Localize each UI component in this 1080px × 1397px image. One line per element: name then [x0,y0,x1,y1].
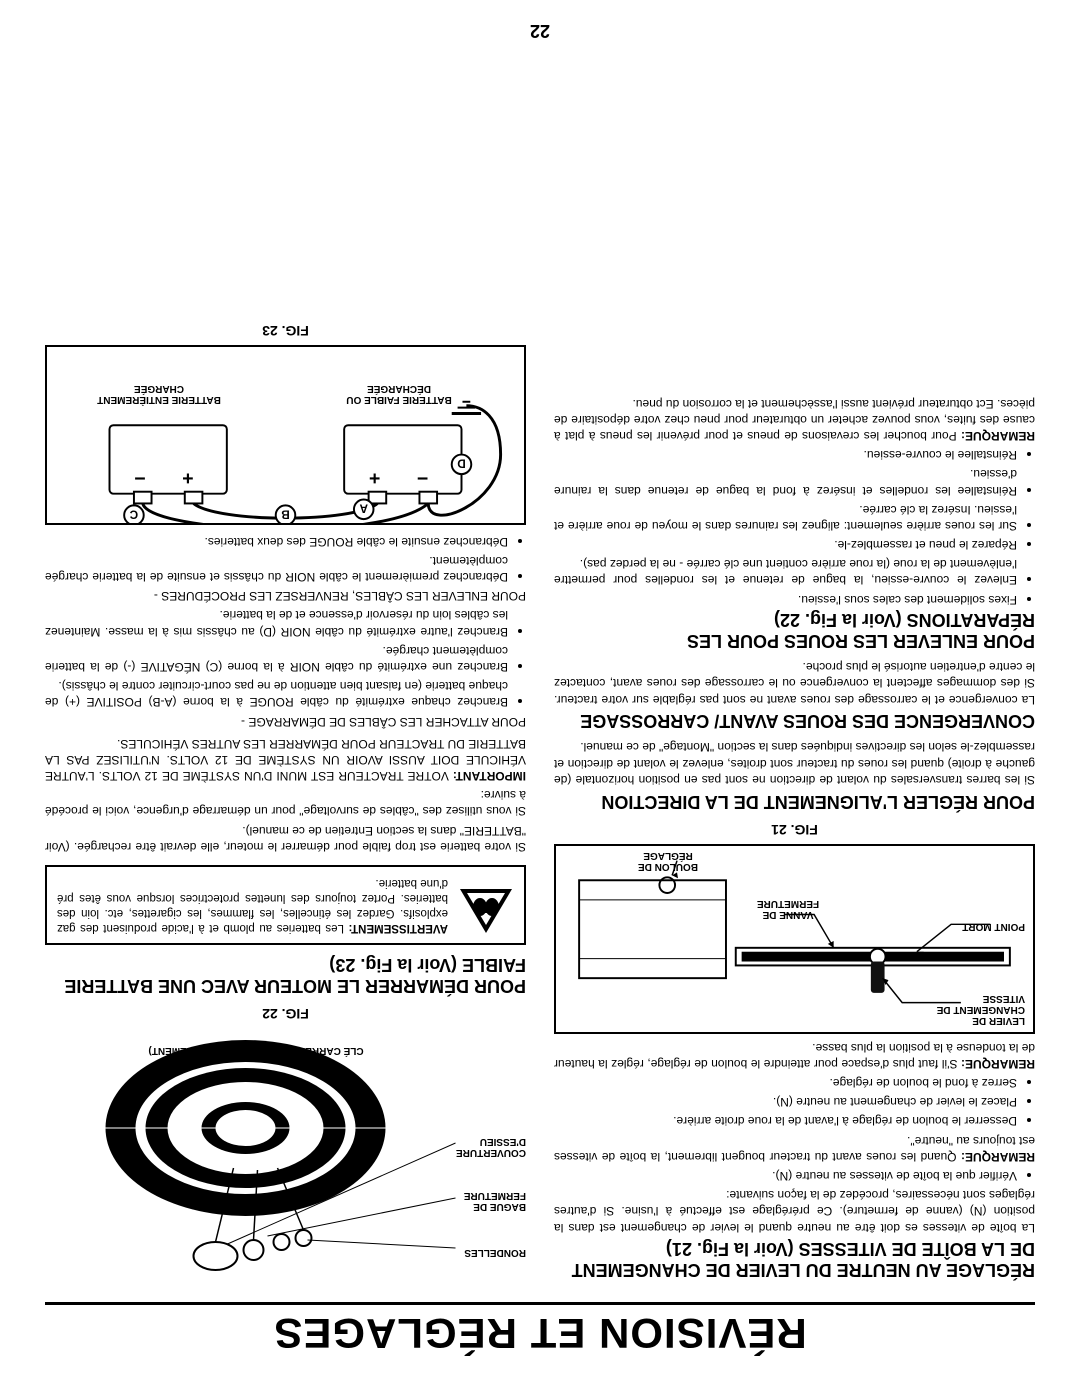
fig21-label-levier: LEVIER DE CHANGEMENT DE VITESSE [905,993,1025,1026]
fig21-label-point: POINT MORT [945,921,1025,932]
subhead-attach: POUR ATTACHER LES CÂBLES DE DÉMARRAGE - [45,713,526,729]
figure-22: RONDELLES BAGUE DE FERMETURE COUVERTURE … [45,1028,526,1288]
list-wheels: Fixes solidement des cales sous l'essieu… [554,447,1035,608]
list-item: Débranchez ensuite le câble ROUGE des de… [45,534,508,550]
column-left: RÉGLAGE AU NEUTRE DU LEVIER DE CHANGEMEN… [554,314,1035,1289]
para-shift-intro: La boîte de vitesses es doit être au neu… [554,1187,1035,1236]
figure-23-caption: FIG. 23 [45,324,526,340]
list-item: Débranchez premièrement le câble NOIR du… [45,553,508,585]
list-shift-2: Desserrer le boulon de réglage à l'avant… [554,1075,1035,1130]
list-attach: Branchez chaque extrémité du câble ROUGE… [45,607,526,710]
svg-text:+: + [182,468,193,490]
para-convergence: La convergence et le carrossage des roue… [554,659,1035,708]
warning-icon [458,887,514,935]
heading-alignment: POUR RÉGLER L'ALIGNEMENT DE LA DI­RECTIO… [554,791,1035,812]
figure-23-svg: − + + − A B C D [47,348,524,524]
fig22-label-rondelles: RONDELLES [436,1247,526,1258]
two-column-layout: RÉGLAGE AU NEUTRE DU LEVIER DE CHANGEMEN… [45,314,1035,1289]
svg-text:−: − [134,468,145,490]
page-number: 22 [0,20,1080,41]
fig23-label-faible: BATTERIE FAIBLE OU DÉCHARGÉE [324,384,474,406]
list-item: Réinstallee les rondelles et insérez à f… [554,466,1017,498]
fig21-label-boulon: BOULON DE RÉGLAGE [623,850,713,872]
fig21-label-vanne: VANNE DE FERMETURE [743,898,833,920]
list-item: Réinstallee le couvre-essieu. [554,447,1017,463]
figure-21-caption: FIG. 21 [554,822,1035,838]
svg-text:+: + [369,468,380,490]
list-item: Placez le levier de changement au neutre… [554,1094,1017,1110]
list-item: Branchez l'autre extrémité du câble NOIR… [45,607,508,639]
figure-21: LEVIER DE CHANGEMENT DE VITESSE POINT MO… [554,844,1035,1034]
title-rule [45,1302,1035,1305]
list-item: Desserrer le boulon de réglage à l'avant… [554,1113,1017,1129]
figure-23: − + + − A B C D BATTERIE FAIBLE OU DÉCHA… [45,346,526,526]
column-right: RONDELLES BAGUE DE FERMETURE COUVERTURE … [45,314,526,1289]
svg-text:−: − [417,468,428,490]
heading-wheels: POUR ENLEVER LES ROUES POUR LES RÉPARATI… [554,610,1035,651]
list-item: Fixes solidement des cales sous l'essieu… [554,592,1017,608]
para-alignment: Si les barres transversales du volant de… [554,739,1035,788]
page-title: RÉVISION ET RÉGLAGES [45,1309,1035,1357]
list-item: Branchez une extrémité du câble NOIR à l… [45,643,508,675]
note-shift-1: REMARQUE: REMARQUE: Quand les roues avan… [554,1133,1035,1165]
subhead-remove: POUR ENLEVER LES CÂBLES, RENVERSEZ LES P… [45,588,526,604]
fig22-label-couv: COUVERTURE D'ESSIEU [426,1136,526,1158]
manual-page: RÉVISION ET RÉGLAGES RÉGLAGE AU NEUTRE D… [0,0,1080,1397]
svg-text:B: B [281,508,289,521]
list-item: Réparez le pneu et rassemblez-le. [554,537,1017,553]
para-recharge: Si votre batterie est trop faible pour d… [45,823,526,855]
list-item: Serrez à fond le boulon de réglage. [554,1075,1017,1091]
warning-box: AVERTISSEMENT: Les batteries au plomb et… [45,865,526,945]
note-shift-2: REMARQUE: S'il faut plus d'espace pour a… [554,1040,1035,1072]
list-item: Enlevez le couvre-essieu, la bague de re… [554,556,1017,588]
list-item: Branchez chaque extrémité du câble ROUGE… [45,678,508,710]
heading-convergence: CONVERGENCE DES ROUES AVANT/ CARROSSAGE [554,711,1035,732]
para-important: IMPORTANT: VOTRE TRACTEUR EST MUNI D'UN … [45,736,526,785]
heading-shift-neutral: RÉGLAGE AU NEUTRE DU LEVIER DE CHANGEMEN… [554,1239,1035,1280]
list-item: Vérifier que la boîte de vitesses au neu… [554,1168,1017,1184]
svg-text:C: C [129,508,138,521]
fig22-label-cle: CLÉ CARRÉE (ROUE ARRIÈRE SEULEMENT) [146,1045,366,1056]
svg-text:A: A [359,502,368,515]
para-survoltage: Si vous utilisez des "câbles de survolta… [45,787,526,819]
note-wheels: REMARQUE: Pour boucher les crevaisons de… [554,395,1035,444]
list-remove: Débranchez premièrement le câble NOIR du… [45,534,526,586]
heading-jumpstart: POUR DÉMARRER LE MOTEUR AVEC UNE BATTERI… [45,955,526,996]
warning-text: AVERTISSEMENT: Les batteries au plomb et… [57,875,448,935]
svg-text:D: D [457,457,465,470]
list-shift-1: Vérifier que la boîte de vitesses au neu… [554,1168,1035,1184]
fig22-label-bague: BAGUE DE FERMETURE [426,1190,526,1212]
fig23-label-chargee: BATTERIE ENTIÈREMENT CHARGÉE [84,384,234,406]
figure-22-caption: FIG. 22 [45,1006,526,1022]
list-item: Sur les roues arrière seulement: alignez… [554,502,1017,534]
